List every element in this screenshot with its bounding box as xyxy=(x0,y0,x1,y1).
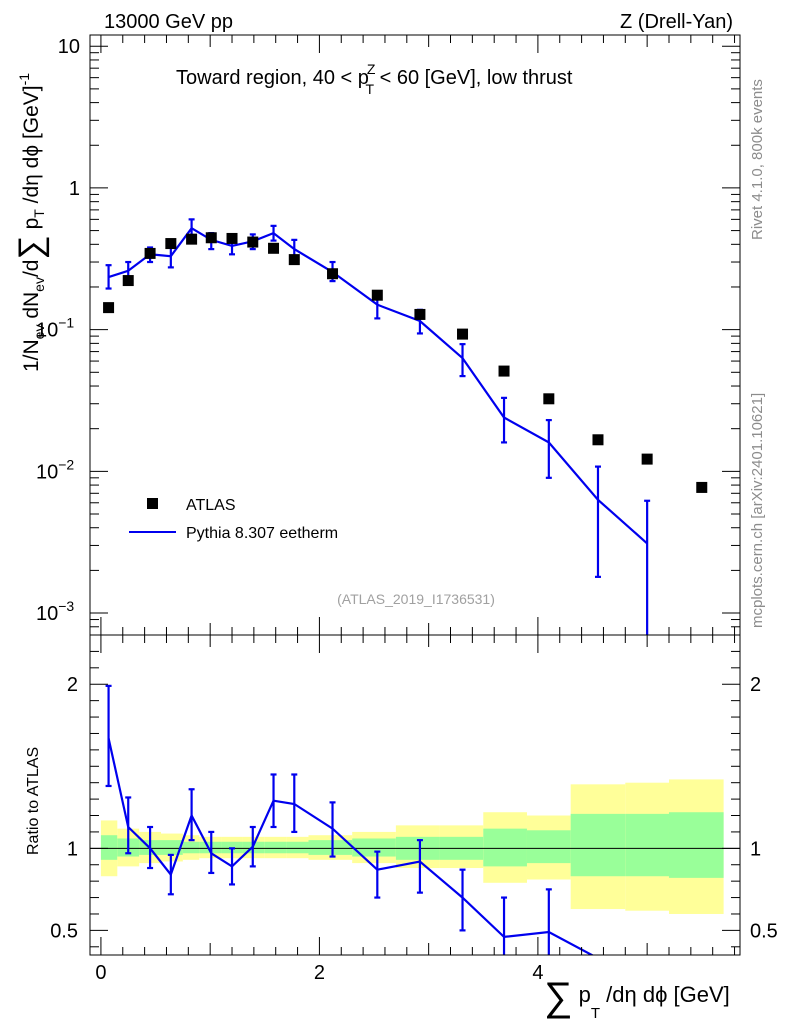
main-axis-ticks xyxy=(90,35,740,636)
data-point xyxy=(226,232,238,244)
ratio-ytick-label-left: 1 xyxy=(67,838,78,860)
mc-line xyxy=(108,226,648,545)
data-point xyxy=(144,247,156,259)
band-inner xyxy=(100,835,118,860)
ratio-axis-ticks xyxy=(90,635,740,955)
ratio-frame xyxy=(89,634,741,956)
data-point xyxy=(371,289,383,301)
x-tick-label: 2 xyxy=(314,962,325,984)
data-point xyxy=(268,242,280,254)
data-point xyxy=(327,268,339,280)
data-point xyxy=(457,328,469,340)
plot-title-sup: Z xyxy=(367,61,376,77)
data-point xyxy=(205,232,217,244)
ratio-ytick-label-right: 1 xyxy=(750,838,761,860)
header-right: Z (Drell-Yan) xyxy=(620,11,733,33)
band-inner xyxy=(286,841,309,854)
y-axis-label-ratio: Ratio to ATLAS xyxy=(25,747,42,855)
data-point xyxy=(498,365,510,377)
band-inner xyxy=(182,841,200,854)
ratio-ytick-label-right: 2 xyxy=(750,674,761,696)
main-ytick-label: 1 xyxy=(69,178,80,200)
data-series xyxy=(103,232,708,493)
data-point xyxy=(186,233,198,245)
data-point xyxy=(165,238,177,250)
main-frame xyxy=(89,34,741,636)
ratio-ytick-label-left: 0.5 xyxy=(50,920,78,942)
x-tick-label: 0 xyxy=(95,962,106,984)
ratio-mc-clipped xyxy=(105,684,595,955)
ratio-mc-series xyxy=(105,684,595,955)
y-axis-label-main: 1/Nev dNev/d∑ pT /dη dϕ [GeV]-1 xyxy=(12,73,50,372)
band-inner xyxy=(625,813,669,877)
band-inner xyxy=(308,840,353,855)
data-point xyxy=(592,434,604,446)
data-point xyxy=(247,236,259,248)
band-inner xyxy=(264,841,287,854)
band-inner xyxy=(668,812,724,878)
data-point xyxy=(543,393,555,405)
band-inner xyxy=(161,840,183,855)
legend-mc-label: Pythia 8.307 eetherm xyxy=(186,525,338,542)
data-point xyxy=(103,302,115,314)
legend-data-marker xyxy=(147,498,158,509)
mc-series xyxy=(105,218,651,635)
data-point xyxy=(122,275,134,287)
ratio-y-tick-labels: 0.5 0.5 1 1 2 2 xyxy=(50,674,778,942)
mcplots-label: mcplots.cern.ch [arXiv:2401.10621] xyxy=(749,393,766,628)
data-point xyxy=(696,481,708,493)
main-panel: 10 1 10−1 10−2 10−3 xyxy=(36,34,741,636)
data-point xyxy=(288,254,300,266)
plot-title-main: Toward region, 40 < p xyxy=(176,67,369,89)
band-inner xyxy=(570,813,626,877)
main-ytick-label: 10−3 xyxy=(36,598,74,625)
main-ytick-label: 10−2 xyxy=(36,456,74,483)
main-y-tick-labels: 10 1 10−1 10−2 10−3 xyxy=(36,36,80,625)
ratio-panel: 0.5 0.5 1 1 2 2 0 2 4 xyxy=(50,634,778,984)
band-inner xyxy=(483,828,527,867)
main-ytick-label: 10 xyxy=(58,36,80,58)
x-axis-label: ∑ pT /dη dϕ [GeV] xyxy=(544,975,730,1022)
plot-title-rest: < 60 [GeV], low thrust xyxy=(374,67,573,89)
band-inner xyxy=(526,830,571,864)
main-ytick-label: 10−1 xyxy=(36,315,74,342)
plot-title: Toward region, 40 < pZ T < 60 [GeV], low … xyxy=(176,61,573,97)
x-tick-labels: 0 2 4 xyxy=(95,962,543,984)
ratio-ytick-label-left: 2 xyxy=(67,674,78,696)
x-tick-label: 4 xyxy=(532,962,543,984)
ratio-uncertainty-bands xyxy=(100,779,724,914)
data-point xyxy=(414,308,426,320)
rivet-label: Rivet 4.1.0, 800k events xyxy=(749,79,766,240)
data-point xyxy=(641,453,653,465)
analysis-tag: (ATLAS_2019_I1736531) xyxy=(337,591,495,607)
header-left: 13000 GeV pp xyxy=(104,11,233,33)
band-inner xyxy=(352,838,396,857)
legend-data-label: ATLAS xyxy=(186,497,236,514)
ratio-ytick-label-right: 0.5 xyxy=(750,920,778,942)
legend: ATLAS Pythia 8.307 eetherm xyxy=(129,497,338,542)
plot-title-sub: T xyxy=(365,81,374,97)
